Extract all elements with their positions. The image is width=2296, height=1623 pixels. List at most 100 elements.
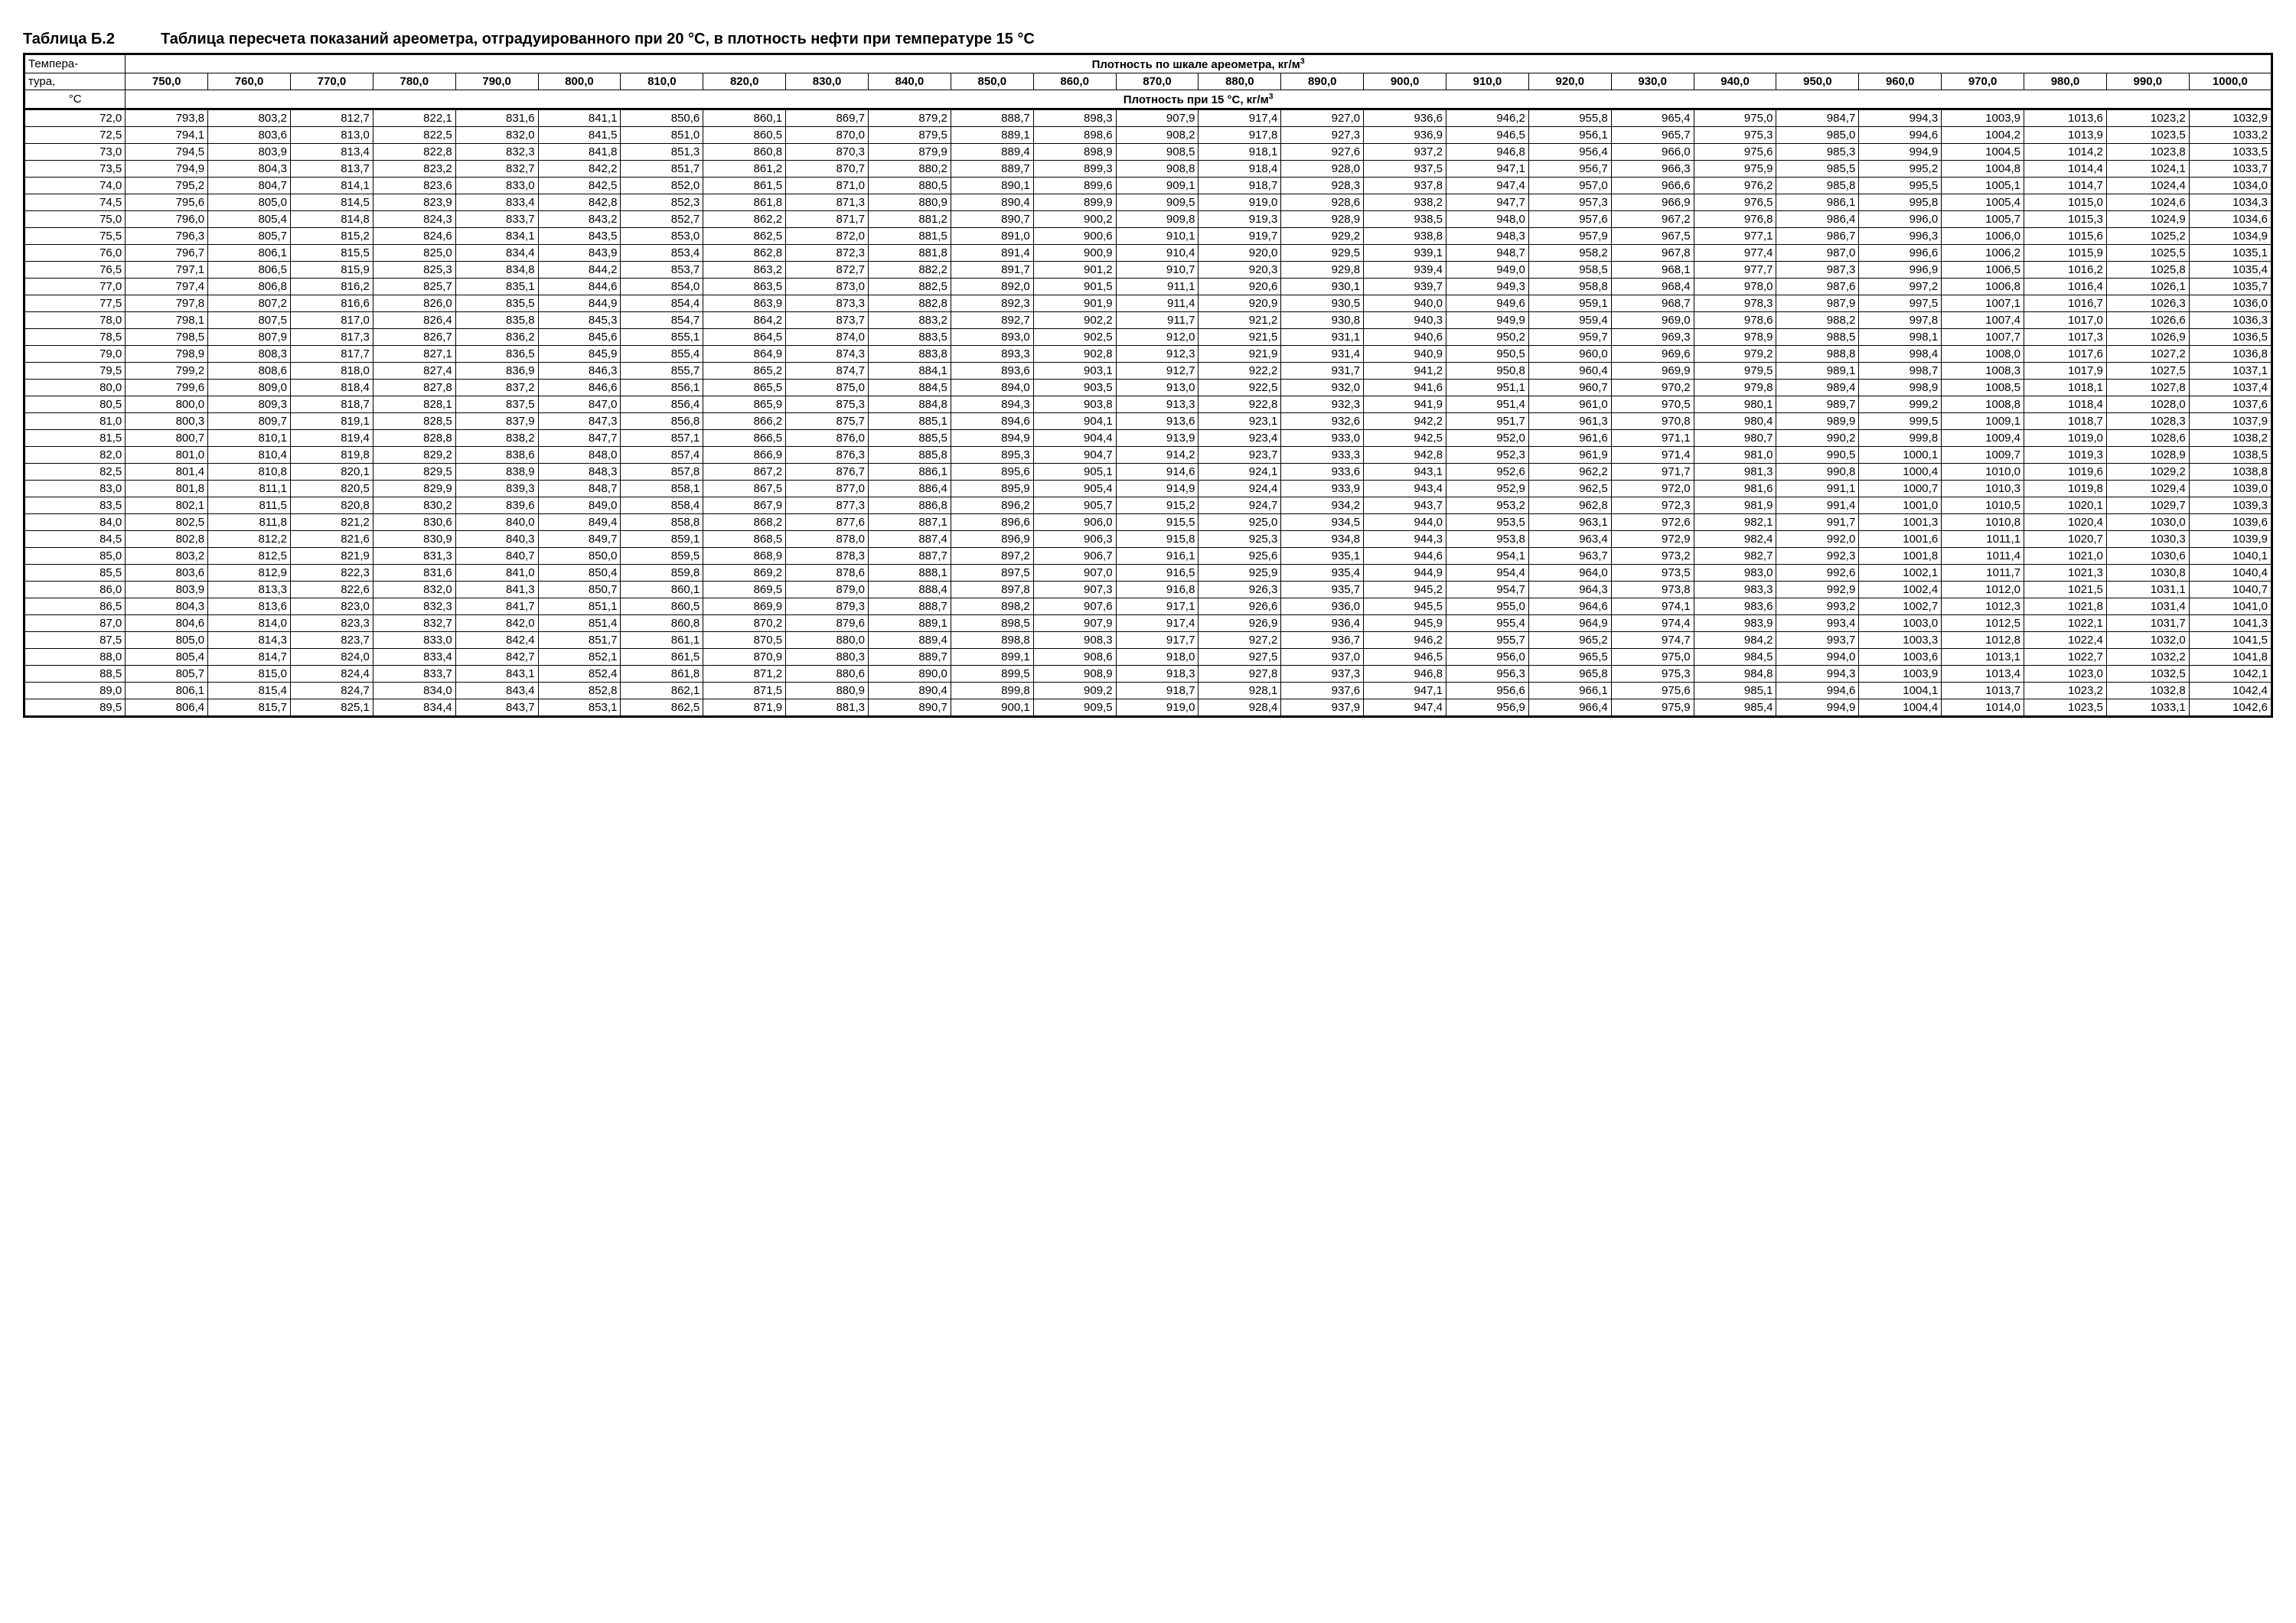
cell: 908,8 [1116,161,1199,178]
cell: 970,8 [1611,413,1694,430]
cell: 832,7 [455,161,538,178]
cell: 1031,1 [2106,582,2189,598]
cell: 972,9 [1611,531,1694,548]
cell: 889,4 [951,144,1033,161]
cell: 839,6 [455,497,538,514]
cell: 1026,1 [2106,279,2189,295]
cell: 837,5 [455,396,538,413]
cell: 840,3 [455,531,538,548]
cell: 871,2 [703,666,786,683]
cell: 985,4 [1694,699,1776,717]
cell: 838,9 [455,464,538,481]
cell: 796,0 [126,211,208,228]
row-temp: 77,5 [24,295,126,312]
row-temp: 82,5 [24,464,126,481]
cell: 866,2 [703,413,786,430]
cell: 805,0 [208,194,291,211]
cell: 904,4 [1033,430,1116,447]
cell: 829,2 [373,447,455,464]
cell: 1037,9 [2189,413,2272,430]
cell: 956,7 [1528,161,1611,178]
cell: 1031,4 [2106,598,2189,615]
cell: 1013,4 [1942,666,2024,683]
cell: 847,3 [538,413,621,430]
cell: 855,4 [621,346,703,363]
cell: 860,8 [703,144,786,161]
cell: 890,0 [869,666,951,683]
cell: 905,7 [1033,497,1116,514]
cell: 912,7 [1116,363,1199,380]
cell: 1010,8 [1942,514,2024,531]
cell: 844,6 [538,279,621,295]
cell: 866,5 [703,430,786,447]
cell: 815,0 [208,666,291,683]
cell: 937,5 [1364,161,1446,178]
cell: 841,8 [538,144,621,161]
cell: 803,6 [126,565,208,582]
cell: 999,2 [1859,396,1942,413]
cell: 904,1 [1033,413,1116,430]
cell: 903,5 [1033,380,1116,396]
cell: 962,8 [1528,497,1611,514]
cell: 795,2 [126,178,208,194]
cell: 944,6 [1364,548,1446,565]
cell: 953,2 [1446,497,1529,514]
cell: 874,7 [786,363,869,380]
cell: 955,7 [1446,632,1529,649]
cell: 1018,7 [2024,413,2107,430]
cell: 825,0 [373,245,455,262]
cell: 890,7 [951,211,1033,228]
cell: 798,9 [126,346,208,363]
cell: 1003,6 [1859,649,1942,666]
cell: 1036,0 [2189,295,2272,312]
cell: 811,5 [208,497,291,514]
row-temp: 80,0 [24,380,126,396]
cell: 852,7 [621,211,703,228]
cell: 871,5 [703,683,786,699]
row-temp: 88,5 [24,666,126,683]
cell: 1017,9 [2024,363,2107,380]
cell: 880,9 [786,683,869,699]
cell: 832,3 [373,598,455,615]
cell: 860,5 [621,598,703,615]
cell: 850,0 [538,548,621,565]
cell: 870,7 [786,161,869,178]
cell: 854,0 [621,279,703,295]
cell: 901,9 [1033,295,1116,312]
cell: 989,1 [1776,363,1859,380]
cell: 959,7 [1528,329,1611,346]
cell: 1005,7 [1942,211,2024,228]
cell: 900,1 [951,699,1033,717]
cell: 891,7 [951,262,1033,279]
cell: 1003,9 [1859,666,1942,683]
cell: 871,9 [703,699,786,717]
row-temp: 88,0 [24,649,126,666]
cell: 1036,3 [2189,312,2272,329]
cell: 937,8 [1364,178,1446,194]
cell: 997,8 [1859,312,1942,329]
cell: 842,5 [538,178,621,194]
cell: 805,4 [208,211,291,228]
cell: 997,5 [1859,295,1942,312]
cell: 821,6 [290,531,373,548]
cell: 988,8 [1776,346,1859,363]
cell: 824,0 [290,649,373,666]
cell: 1025,5 [2106,245,2189,262]
cell: 802,8 [126,531,208,548]
col-header: 910,0 [1446,73,1529,90]
cell: 842,7 [455,649,538,666]
cell: 801,8 [126,481,208,497]
cell: 822,3 [290,565,373,582]
cell: 967,8 [1611,245,1694,262]
cell: 820,8 [290,497,373,514]
cell: 852,3 [621,194,703,211]
cell: 893,3 [951,346,1033,363]
cell: 985,0 [1776,127,1859,144]
cell: 932,6 [1281,413,1364,430]
cell: 971,1 [1611,430,1694,447]
cell: 1025,8 [2106,262,2189,279]
cell: 858,8 [621,514,703,531]
cell: 889,7 [869,649,951,666]
cell: 1019,6 [2024,464,2107,481]
cell: 1017,6 [2024,346,2107,363]
